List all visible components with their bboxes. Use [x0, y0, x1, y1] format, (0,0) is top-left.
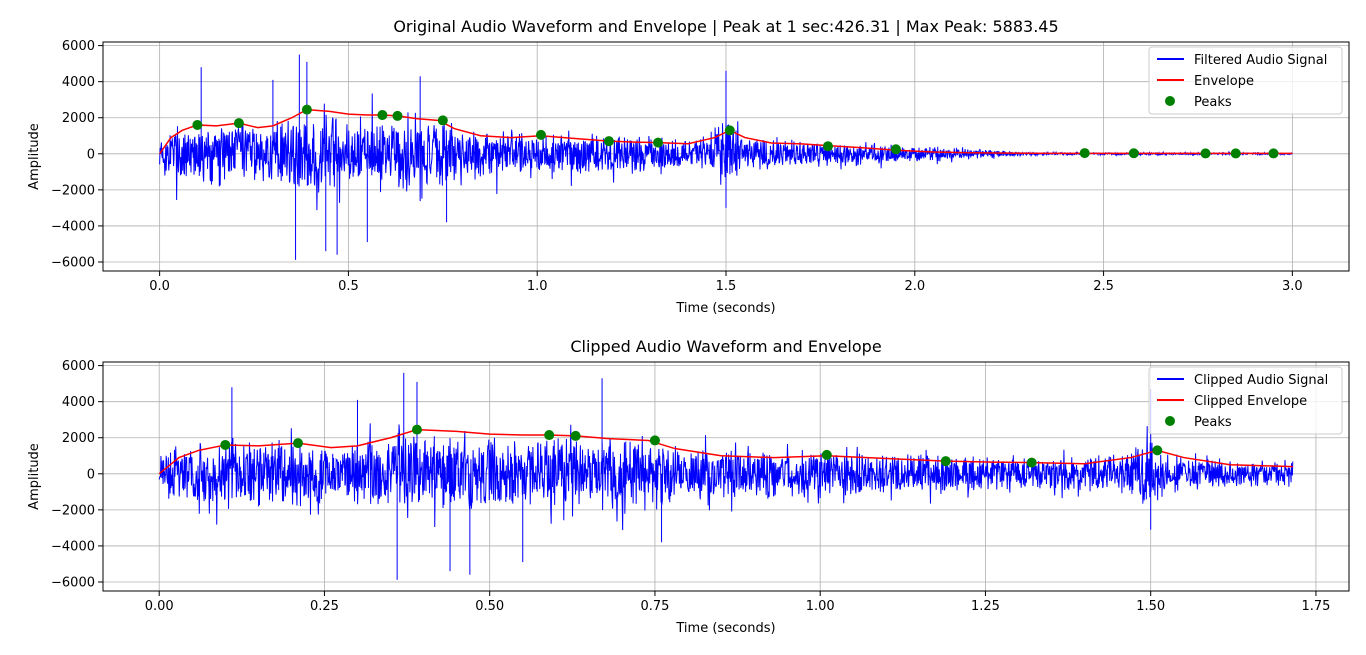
peak-point — [1128, 148, 1139, 159]
peak-point — [890, 144, 901, 155]
peak-point — [220, 439, 231, 450]
y-tick-label: 6000 — [62, 39, 95, 54]
peak-point — [570, 430, 581, 441]
y-axis-ticks: −6000 −4000 −2000 0 2000 4000 6000 — [51, 39, 103, 270]
peak-point — [1230, 148, 1241, 159]
peak-point — [377, 110, 388, 121]
peak-point — [1026, 457, 1037, 468]
y-tick-label: −6000 — [51, 575, 95, 590]
legend-peaks-swatch — [1165, 416, 1175, 426]
y-tick-label: 0 — [87, 467, 95, 482]
x-tick-label: 1.25 — [971, 599, 1000, 614]
y-axis-label: Amplitude — [27, 443, 42, 510]
legend-box — [1148, 46, 1343, 115]
y-tick-label: −4000 — [51, 539, 95, 554]
y-tick-label: 2000 — [62, 111, 95, 126]
legend-peaks-label: Peaks — [1194, 415, 1232, 430]
y-tick-label: −4000 — [51, 219, 95, 234]
x-axis-label: Time (seconds) — [675, 621, 775, 636]
peak-point — [653, 137, 664, 148]
peak-point — [301, 104, 312, 115]
peak-point — [724, 125, 735, 136]
plot-title: Original Audio Waveform and Envelope | P… — [393, 17, 1058, 36]
peak-point — [603, 136, 614, 147]
legend: Filtered Audio Signal Envelope Peaks — [1148, 46, 1343, 115]
x-tick-label: 2.5 — [1093, 279, 1114, 294]
x-tick-label: 0.25 — [310, 599, 339, 614]
x-axis-ticks: 0.0 0.5 1.0 1.5 2.0 2.5 3.0 — [149, 271, 1303, 294]
peak-point — [411, 424, 422, 435]
x-tick-label: 1.5 — [716, 279, 737, 294]
x-tick-label: 1.75 — [1301, 599, 1330, 614]
x-tick-label: 0.0 — [149, 279, 170, 294]
peak-point — [940, 456, 951, 467]
y-tick-label: 6000 — [62, 359, 95, 374]
x-tick-label: 3.0 — [1282, 279, 1303, 294]
peak-point — [437, 115, 448, 126]
peak-point — [192, 119, 203, 130]
peaks-series — [192, 104, 1279, 159]
peak-point — [821, 449, 832, 460]
peak-point — [233, 118, 244, 129]
plot-title: Clipped Audio Waveform and Envelope — [570, 337, 881, 356]
peak-point — [292, 438, 303, 449]
peak-point — [1152, 445, 1163, 456]
x-tick-label: 1.0 — [527, 279, 548, 294]
y-tick-label: 4000 — [62, 75, 95, 90]
x-tick-label: 0.75 — [640, 599, 669, 614]
legend-signal-label: Clipped Audio Signal — [1194, 373, 1328, 388]
legend-peaks-swatch — [1165, 96, 1175, 106]
plot-clipped: Clipped Audio Waveform and Envelope 0.00… — [27, 337, 1350, 636]
y-axis-ticks: −6000 −4000 −2000 0 2000 4000 6000 — [51, 359, 103, 590]
signal-line — [158, 372, 1294, 580]
x-tick-label: 2.0 — [904, 279, 925, 294]
peak-point — [535, 129, 546, 140]
legend: Clipped Audio Signal Clipped Envelope Pe… — [1148, 366, 1343, 435]
y-tick-label: −2000 — [51, 503, 95, 518]
x-tick-label: 0.00 — [145, 599, 174, 614]
peak-point — [392, 110, 403, 121]
x-tick-label: 0.5 — [338, 279, 359, 294]
y-tick-label: 2000 — [62, 431, 95, 446]
x-axis-ticks: 0.00 0.25 0.50 0.75 1.00 1.25 1.50 1.75 — [145, 591, 1330, 614]
legend-signal-label: Filtered Audio Signal — [1194, 53, 1327, 68]
peak-point — [1268, 148, 1279, 159]
x-tick-label: 1.50 — [1136, 599, 1165, 614]
y-tick-label: −2000 — [51, 183, 95, 198]
peaks-series — [220, 424, 1163, 468]
y-tick-label: −6000 — [51, 255, 95, 270]
peak-point — [649, 435, 660, 446]
peak-point — [1200, 148, 1211, 159]
x-tick-label: 1.00 — [806, 599, 835, 614]
peak-point — [822, 141, 833, 152]
legend-peaks-label: Peaks — [1194, 95, 1232, 110]
x-tick-label: 0.50 — [475, 599, 504, 614]
signal-series — [158, 372, 1294, 580]
peak-point — [544, 430, 555, 441]
axes-frame — [102, 361, 1350, 592]
legend-box — [1148, 366, 1343, 435]
y-tick-label: 0 — [87, 147, 95, 162]
peak-point — [1079, 148, 1090, 159]
plot-original: Original Audio Waveform and Envelope | P… — [27, 17, 1350, 316]
y-axis-label: Amplitude — [27, 123, 42, 190]
x-axis-label: Time (seconds) — [675, 301, 775, 316]
legend-envelope-label: Envelope — [1194, 74, 1254, 89]
y-tick-label: 4000 — [62, 395, 95, 410]
legend-envelope-label: Clipped Envelope — [1194, 394, 1307, 409]
